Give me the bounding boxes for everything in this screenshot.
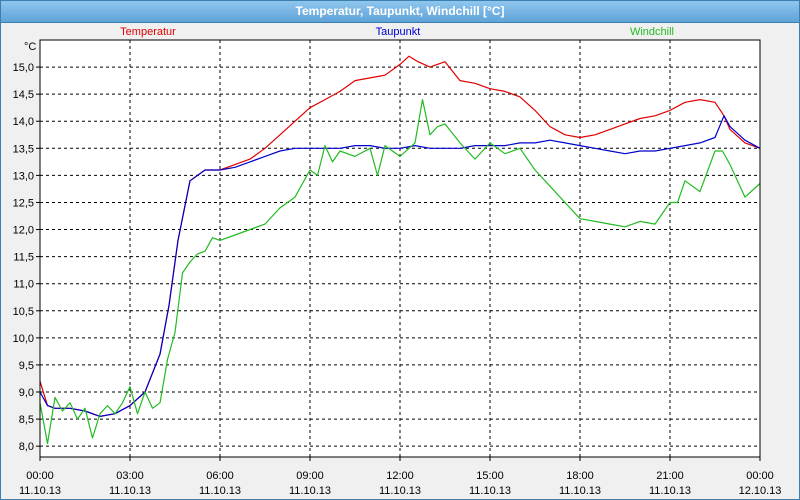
x-tick-date-label: 11.10.13 <box>289 485 331 497</box>
x-tick-time-label: 03:00 <box>116 470 144 482</box>
x-tick-time-label: 15:00 <box>476 470 504 482</box>
series-line-windchill <box>39 98 761 445</box>
x-tick-time-label: 18:00 <box>566 470 594 482</box>
x-tick-date-label: 11.10.13 <box>559 485 601 497</box>
legend-label-temperatur: Temperatur <box>120 26 176 38</box>
x-tick-time-label: 09:00 <box>296 470 324 482</box>
x-tick-date-label: 11.10.13 <box>469 485 511 497</box>
x-tick-time-label: 00:00 <box>746 470 774 482</box>
x-tick-time-label: 21:00 <box>656 470 684 482</box>
window-title: Temperatur, Taupunkt, Windchill [°C] <box>1 1 799 23</box>
y-tick-label: 14,5 <box>13 89 34 101</box>
y-tick-label: 9,5 <box>19 360 34 372</box>
y-tick-label: 13,5 <box>13 143 34 155</box>
x-tick-date-label: 11.10.13 <box>649 485 691 497</box>
y-tick-label: 12,0 <box>13 225 34 237</box>
x-tick-date-label: 11.10.13 <box>199 485 241 497</box>
legend-label-windchill: Windchill <box>630 26 674 38</box>
y-tick-label: 10,0 <box>13 333 34 345</box>
legend-label-taupunkt: Taupunkt <box>376 26 421 38</box>
x-tick-date-label: 11.10.13 <box>109 485 151 497</box>
y-tick-label: 12,5 <box>13 197 34 209</box>
plot-frame <box>39 39 761 458</box>
legend: Temperatur Taupunkt Windchill <box>120 26 674 38</box>
x-tick-time-label: 12:00 <box>386 470 414 482</box>
x-tick-date-label: 12.10.13 <box>739 485 782 497</box>
y-tick-label: 11,5 <box>13 252 34 264</box>
y-axis-unit-label: °C <box>24 41 36 53</box>
y-tick-label: 14,0 <box>13 116 34 128</box>
y-tick-label: 11,0 <box>13 279 34 291</box>
grid-lines <box>40 40 760 457</box>
series-line-taupunkt <box>39 115 761 417</box>
y-tick-label: 10,5 <box>13 306 34 318</box>
x-tick-date-label: 11.10.13 <box>19 485 61 497</box>
y-tick-label: 8,5 <box>19 414 34 426</box>
x-tick-time-label: 00:00 <box>26 470 54 482</box>
y-tick-label: 15,0 <box>13 62 34 74</box>
y-tick-label: 13,0 <box>13 170 34 182</box>
axes: 8,0 8,5 9,0 9,5 10,0 10,5 11,0 11,5 12,0 12,5 13,0… <box>13 39 782 497</box>
y-tick-label: 8,0 <box>19 441 34 453</box>
x-tick-date-label: 11.10.13 <box>379 485 421 497</box>
data-series <box>39 55 761 445</box>
x-tick-time-label: 06:00 <box>206 470 234 482</box>
plot-area <box>40 40 760 457</box>
y-tick-label: 9,0 <box>19 387 34 399</box>
